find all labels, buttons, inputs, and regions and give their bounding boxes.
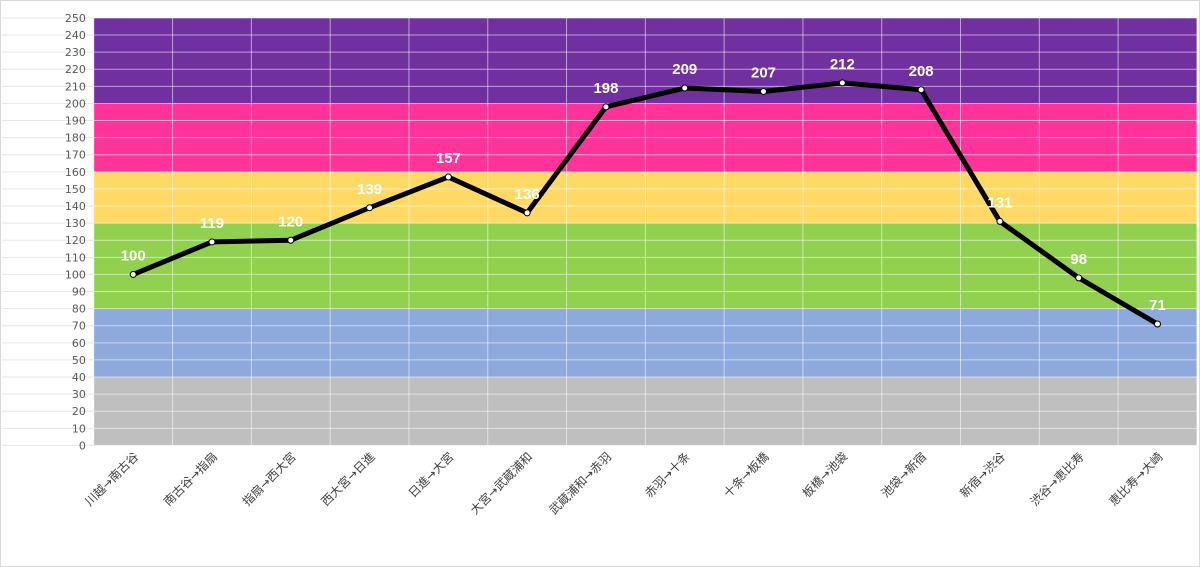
x-tick-label: 西大宮→日進 — [318, 449, 378, 509]
y-tick-label: 170 — [65, 149, 86, 162]
x-tick-label: 日進→大宮 — [405, 449, 456, 500]
x-tick-label: 川越→南古谷 — [81, 449, 141, 509]
x-tick-label: 大宮→武蔵浦和 — [467, 449, 535, 517]
y-tick-label: 0 — [79, 439, 86, 452]
y-tick-label: 80 — [72, 303, 86, 316]
y-tick-label: 70 — [72, 320, 86, 333]
data-label: 120 — [278, 213, 303, 230]
y-tick-label: 110 — [65, 251, 86, 264]
y-tick-label: 140 — [65, 200, 86, 213]
data-point — [681, 84, 689, 92]
y-tick-label: 120 — [65, 234, 86, 247]
x-tick-label: 指扇→西大宮 — [239, 449, 299, 509]
y-tick-label: 190 — [65, 115, 86, 128]
data-point — [602, 103, 610, 111]
data-label: 136 — [515, 186, 540, 203]
data-label: 212 — [830, 56, 855, 73]
x-tick-label: 池袋→新宿 — [878, 449, 929, 500]
y-tick-label: 210 — [65, 80, 86, 93]
y-tick-label: 10 — [72, 422, 86, 435]
data-point — [366, 204, 374, 212]
data-point — [444, 173, 452, 181]
data-label: 71 — [1149, 297, 1166, 314]
data-point — [996, 217, 1004, 225]
y-tick-label: 50 — [72, 354, 86, 367]
data-label: 208 — [909, 63, 934, 80]
data-point — [208, 238, 216, 246]
y-tick-label: 60 — [72, 337, 86, 350]
y-tick-label: 130 — [65, 217, 86, 230]
data-label: 209 — [672, 61, 697, 78]
data-point — [287, 236, 295, 244]
x-tick-label: 板橋→池袋 — [800, 450, 851, 501]
data-point — [838, 79, 846, 87]
data-label: 157 — [436, 150, 461, 167]
x-tick-label: 新宿→渋谷 — [957, 449, 1008, 500]
y-tick-label: 100 — [65, 268, 86, 281]
x-tick-label: 渋谷→恵比寿 — [1028, 450, 1087, 509]
data-point — [1075, 274, 1083, 282]
x-tick-label: 十条→板橋 — [721, 450, 772, 501]
data-label: 100 — [121, 247, 146, 264]
data-label: 139 — [357, 181, 382, 198]
data-label: 131 — [987, 194, 1012, 211]
y-tick-label: 160 — [65, 166, 86, 179]
y-tick-label: 200 — [65, 97, 86, 110]
data-point — [523, 209, 531, 217]
y-tick-label: 30 — [72, 388, 86, 401]
y-tick-label: 220 — [65, 63, 86, 76]
y-tick-label: 150 — [65, 183, 86, 196]
data-label: 98 — [1070, 251, 1087, 268]
y-tick-label: 230 — [65, 46, 86, 59]
x-tick-label: 赤羽→十条 — [642, 450, 693, 501]
series-line — [132, 80, 1159, 327]
x-tick-label: 恵比寿→大崎 — [1106, 450, 1165, 509]
data-point — [1154, 320, 1161, 328]
x-tick-label: 武蔵浦和→赤羽 — [546, 450, 614, 518]
data-label: 207 — [751, 65, 776, 82]
data-point — [129, 270, 137, 278]
y-tick-label: 240 — [65, 29, 86, 42]
y-tick-label: 20 — [72, 405, 86, 418]
y-tick-label: 90 — [72, 286, 86, 299]
data-point — [760, 87, 768, 95]
y-tick-label: 250 — [65, 12, 86, 25]
y-tick-label: 40 — [72, 371, 86, 384]
data-label: 198 — [593, 80, 618, 97]
x-tick-label: 南古谷→指扇 — [160, 449, 220, 509]
data-label: 119 — [200, 215, 224, 232]
y-tick-label: 180 — [65, 132, 86, 145]
data-point — [917, 86, 925, 94]
